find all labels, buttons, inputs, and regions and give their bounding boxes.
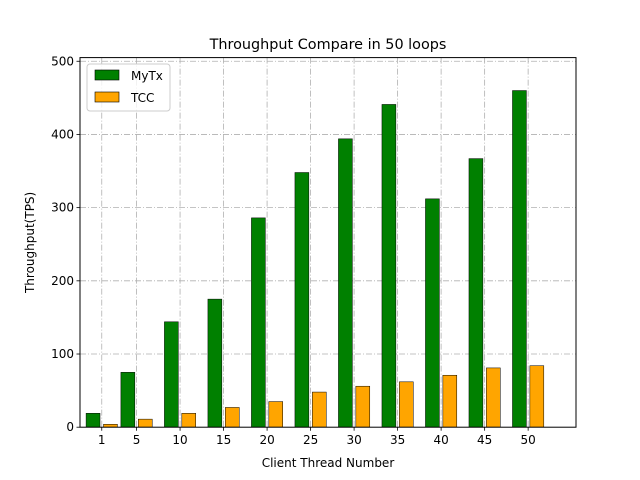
x-tick-label-30: 30 bbox=[346, 433, 361, 447]
bar-mytx-25 bbox=[294, 172, 310, 428]
x-tick-label-15: 15 bbox=[216, 433, 231, 447]
bar-tcc-10 bbox=[181, 413, 196, 428]
x-tick-label-10: 10 bbox=[172, 433, 187, 447]
bar-mytx-10 bbox=[164, 321, 179, 428]
grid-lines bbox=[80, 57, 576, 428]
bar-tcc-50 bbox=[529, 365, 545, 428]
bar-tcc-25 bbox=[312, 391, 327, 428]
bar-mytx-1 bbox=[85, 413, 101, 428]
y-tick-label-300: 300 bbox=[51, 201, 74, 215]
y-tick-label-100: 100 bbox=[51, 347, 74, 361]
bar-tcc-30 bbox=[355, 385, 371, 428]
x-tick-label-20: 20 bbox=[259, 433, 274, 447]
bar-tcc-20 bbox=[268, 401, 284, 428]
bar-mytx-30 bbox=[338, 138, 353, 428]
legend-label-mytx: MyTx bbox=[131, 69, 163, 83]
x-tick-label-35: 35 bbox=[390, 433, 405, 447]
bar-mytx-20 bbox=[251, 217, 266, 428]
x-tick-label-40: 40 bbox=[433, 433, 448, 447]
bar-tcc-45 bbox=[486, 367, 501, 428]
legend: MyTx TCC bbox=[86, 63, 171, 112]
plot-frame bbox=[79, 57, 577, 428]
y-axis-label: Throughput(TPS) bbox=[23, 192, 37, 294]
x-axis-label: Client Thread Number bbox=[262, 456, 395, 470]
x-tick-label-1: 1 bbox=[98, 433, 106, 447]
bar-tcc-35 bbox=[399, 381, 414, 428]
y-tick-label-200: 200 bbox=[51, 274, 74, 288]
x-tick-label-50: 50 bbox=[520, 433, 535, 447]
bar-mytx-5 bbox=[120, 372, 136, 428]
y-tick-label-0: 0 bbox=[66, 420, 74, 434]
legend-swatch-mytx bbox=[94, 69, 120, 81]
bar-mytx-15 bbox=[207, 298, 223, 428]
bar-mytx-50 bbox=[512, 90, 527, 428]
y-tick-label-400: 400 bbox=[51, 127, 74, 141]
x-tick-label-5: 5 bbox=[133, 433, 141, 447]
chart-title: Throughput Compare in 50 loops bbox=[209, 37, 447, 53]
y-tick-label-500: 500 bbox=[51, 54, 74, 68]
bars bbox=[85, 90, 545, 428]
bar-mytx-40 bbox=[425, 198, 440, 428]
legend-swatch-tcc bbox=[94, 91, 120, 103]
bar-mytx-35 bbox=[381, 104, 397, 428]
bar-mytx-45 bbox=[468, 158, 484, 428]
bar-tcc-5 bbox=[138, 418, 153, 428]
legend-label-tcc: TCC bbox=[130, 91, 154, 105]
x-tick-label-25: 25 bbox=[303, 433, 318, 447]
x-tick-label-45: 45 bbox=[477, 433, 492, 447]
bar-tcc-40 bbox=[442, 374, 458, 428]
bar-tcc-15 bbox=[225, 407, 240, 428]
